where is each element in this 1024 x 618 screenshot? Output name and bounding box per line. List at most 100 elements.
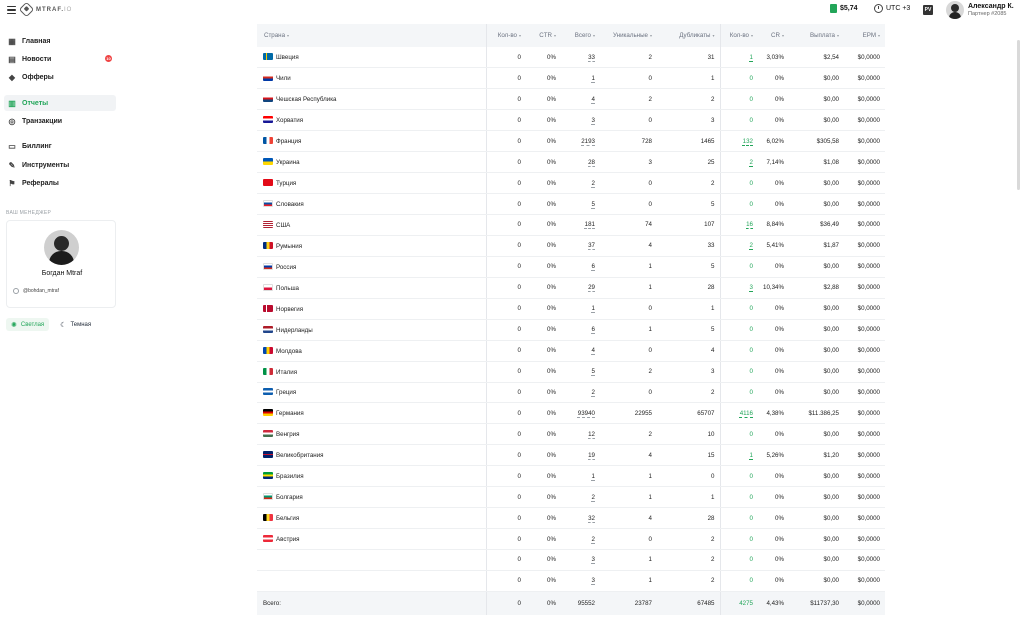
payout-cell: $0,00 [789, 193, 844, 215]
duplicates-cell-value: 33 [707, 242, 715, 250]
table-row[interactable]: Словакия 0 0% 5 0 5 0 0% $0,00 $0,0000 [257, 193, 885, 215]
menu-icon[interactable] [7, 6, 16, 14]
pv-badge[interactable]: PV [923, 5, 933, 15]
sidebar-item-5[interactable]: ▭ Биллинг [4, 138, 116, 154]
total-cell[interactable]: 5 [561, 361, 600, 383]
user-partner-id: Партнер #2085 [968, 10, 1007, 17]
total-cell[interactable]: 2 [561, 486, 600, 509]
table-row[interactable]: Швеция 0 0% 33 2 31 1 3,03% $2,54 $0,0000 [257, 47, 885, 69]
conversions-cell[interactable]: 2 [720, 151, 758, 174]
conversions-cell[interactable]: 3 [720, 277, 758, 299]
user-menu[interactable]: Александр К. Партнер #2085 [946, 1, 1014, 19]
cr-cell: 3,03% [758, 47, 789, 69]
table-row[interactable]: Бразилия 0 0% 1 1 0 0 0% $0,00 $0,0000 [257, 465, 885, 488]
table-row[interactable]: Франция 0 0% 2193 728 1465 132 6,02% $305,58 $0,0… [257, 130, 885, 153]
sidebar-item-4[interactable]: ◎ Транзакции [4, 113, 116, 129]
table-row[interactable]: Россия 0 0% 6 1 5 0 0% $0,00 $0,0000 [257, 256, 885, 278]
total-cell[interactable]: 1 [561, 67, 600, 90]
total-cell[interactable]: 4 [561, 88, 600, 111]
table-row[interactable]: Турция 0 0% 2 0 2 0 0% $0,00 $0,0000 [257, 172, 885, 195]
total-cell[interactable]: 3 [561, 109, 600, 132]
sidebar-item-3[interactable]: ▥ Отчеты [4, 95, 116, 111]
total-cell[interactable]: 32 [561, 507, 600, 530]
sidebar-item-6[interactable]: ✎ Инструменты [4, 157, 116, 173]
total-cell[interactable]: 6 [561, 256, 600, 278]
total-cell[interactable]: 3 [561, 549, 600, 571]
total-cell[interactable]: 37 [561, 235, 600, 257]
ctr-cell: 0% [526, 151, 561, 174]
table-row[interactable]: Украина 0 0% 28 3 25 2 7,14% $1,08 $0,0000 [257, 151, 885, 174]
column-header-2[interactable]: CTR ▾ [526, 24, 561, 47]
column-header-8[interactable]: Выплата ▾ [789, 24, 844, 47]
conversions-cell[interactable]: 132 [720, 130, 758, 153]
cr-cell-value: 0% [775, 347, 784, 355]
table-row[interactable]: Чили 0 0% 1 0 1 0 0% $0,00 $0,0000 [257, 67, 885, 90]
total-cell[interactable]: 2193 [561, 130, 600, 153]
table-row[interactable]: 0 0% 3 1 2 0 0% $0,00 $0,0000 [257, 549, 885, 571]
column-header-9[interactable]: EPM ▾ [844, 24, 885, 47]
table-row[interactable]: Чешская Республика 0 0% 4 2 2 0 0% $0,00 $0,0000 [257, 88, 885, 111]
sidebar-item-label: Транзакции [22, 117, 63, 125]
table-row[interactable]: Италия 0 0% 5 2 3 0 0% $0,00 $0,0000 [257, 361, 885, 383]
table-row[interactable]: Великобритания 0 0% 19 4 15 1 5,26% $1,20 $0,0000 [257, 444, 885, 467]
column-header-6[interactable]: Кол-во ▾ [720, 24, 758, 47]
table-row[interactable]: Греция 0 0% 2 0 2 0 0% $0,00 $0,0000 [257, 382, 885, 404]
sidebar-item-7[interactable]: ⚑ Рефералы [4, 175, 116, 191]
table-row[interactable]: Бельгия 0 0% 32 4 28 0 0% $0,00 $0,0000 [257, 507, 885, 530]
total-cell[interactable]: 5 [561, 193, 600, 215]
column-header-4[interactable]: Уникальные ▾ [600, 24, 657, 47]
conversions-cell[interactable]: 4116 [720, 402, 758, 425]
total-cell[interactable]: 19 [561, 444, 600, 467]
total-cell[interactable]: 12 [561, 423, 600, 446]
total-cell[interactable]: 28 [561, 151, 600, 174]
total-cell[interactable]: 1 [561, 465, 600, 488]
table-row[interactable]: Молдова 0 0% 4 0 4 0 0% $0,00 $0,0000 [257, 340, 885, 362]
table-row[interactable]: 0 0% 3 1 2 0 0% $0,00 $0,0000 [257, 570, 885, 592]
column-header-7[interactable]: CR ▾ [758, 24, 789, 47]
table-row[interactable]: Германия 0 0% 93940 22955 65707 4116 4,38% $11.3… [257, 402, 885, 425]
page-scrollbar[interactable] [1017, 40, 1020, 190]
sidebar-item-label: Биллинг [22, 142, 52, 150]
total-cell[interactable]: 3 [561, 570, 600, 592]
total-cell[interactable]: 6 [561, 319, 600, 341]
qty-cell-value: 0 [517, 388, 521, 396]
total-cell[interactable]: 2 [561, 172, 600, 195]
column-header-1[interactable]: Кол-во ▾ [486, 24, 526, 47]
total-cell[interactable]: 2 [561, 382, 600, 404]
duplicates-cell-value: 25 [707, 158, 715, 166]
column-header-3[interactable]: Всего ▾ [561, 24, 600, 47]
conversions-cell[interactable]: 1 [720, 47, 758, 69]
table-row[interactable]: Австрия 0 0% 2 0 2 0 0% $0,00 $0,0000 [257, 528, 885, 550]
unique-cell: 1 [600, 570, 657, 592]
balance-widget[interactable]: $5,74 [830, 4, 858, 13]
sidebar-item-1[interactable]: ▤ Новости 10 [4, 51, 116, 67]
total-cell[interactable]: 2 [561, 528, 600, 550]
total-cell[interactable]: 181 [561, 214, 600, 236]
total-cell[interactable]: 4 [561, 340, 600, 362]
cr-cell: 0% [758, 319, 789, 341]
total-cell[interactable]: 93940 [561, 402, 600, 425]
manager-telegram-link[interactable]: @bohdan_mtraf [13, 288, 59, 294]
theme-light-button[interactable]: ✺ Светлая [6, 318, 50, 331]
sidebar-item-0[interactable]: ▦ Главная [4, 33, 116, 49]
conversions-cell[interactable]: 16 [720, 214, 758, 236]
conversions-cell[interactable]: 2 [720, 235, 758, 257]
table-row[interactable]: Хорватия 0 0% 3 0 3 0 0% $0,00 $0,0000 [257, 109, 885, 132]
total-cell[interactable]: 29 [561, 277, 600, 299]
table-row[interactable]: Румыния 0 0% 37 4 33 2 5,41% $1,87 $0,0000 [257, 235, 885, 257]
table-row[interactable]: Польша 0 0% 29 1 28 3 10,34% $2,88 $0,0000 [257, 277, 885, 299]
logo[interactable]: MTRAF.IO [18, 1, 72, 18]
total-cell[interactable]: 33 [561, 47, 600, 69]
total-cell[interactable]: 1 [561, 298, 600, 320]
sidebar-item-2[interactable]: ◆ Офферы [4, 69, 116, 85]
conversions-cell[interactable]: 1 [720, 444, 758, 467]
table-row[interactable]: Болгария 0 0% 2 1 1 0 0% $0,00 $0,0000 [257, 486, 885, 509]
table-row[interactable]: Нидерланды 0 0% 6 1 5 0 0% $0,00 $0,0000 [257, 319, 885, 341]
column-header-0[interactable]: Страна ▾ [257, 24, 487, 47]
column-header-5[interactable]: Дубликаты ▾ [657, 24, 721, 47]
theme-dark-button[interactable]: ☾ Темная [55, 318, 96, 331]
timezone-widget[interactable]: UTC +3 [874, 4, 910, 13]
table-row[interactable]: Венгрия 0 0% 12 2 10 0 0% $0,00 $0,0000 [257, 423, 885, 446]
table-row[interactable]: Норвегия 0 0% 1 0 1 0 0% $0,00 $0,0000 [257, 298, 885, 320]
table-row[interactable]: США 0 0% 181 74 107 16 8,84% $36,49 $0,0000 [257, 214, 885, 236]
